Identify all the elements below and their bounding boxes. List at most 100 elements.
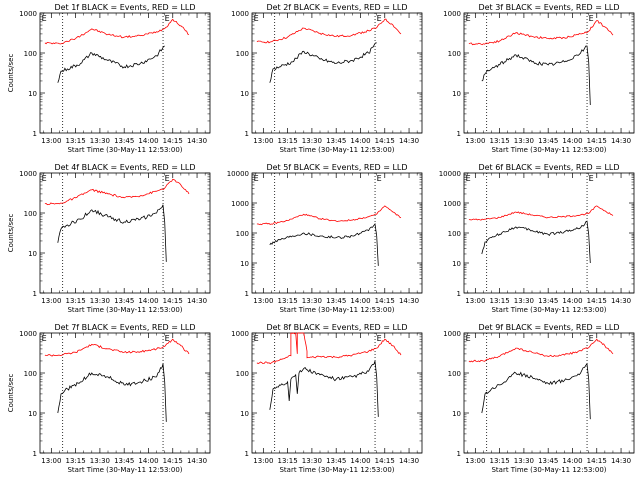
- chart-7-series-red: [44, 338, 190, 357]
- chart-3-ytick-label: 10: [452, 90, 461, 98]
- chart-6-series-red: [468, 205, 614, 221]
- chart-2: Det 2f BLACK = Events, RED = LLD 1 10 100 10…: [231, 3, 423, 154]
- chart-5-xtick-label: 14:15: [375, 297, 395, 305]
- chart-1-marker-label: E: [42, 14, 47, 23]
- chart-7-xtick-label: 14:00: [138, 457, 158, 465]
- chart-2-ytick-label: 100: [236, 50, 249, 58]
- chart-9-ytick-label: 100: [448, 370, 461, 378]
- chart-7-title: Det 7f BLACK = Events, RED = LLD: [54, 323, 195, 332]
- chart-4: Det 4f BLACK = Events, RED = LLD 1 10 100 10…: [7, 163, 211, 314]
- chart-4-series-red: [44, 178, 190, 206]
- chart-6: Det 6f BLACK = Events, RED = LLD 1 10 100 10…: [439, 163, 635, 314]
- chart-5: Det 5f BLACK = Events, RED = LLD 1 10 100 10…: [227, 163, 423, 314]
- chart-3-xtick-label: 13:30: [514, 137, 534, 145]
- chart-9-xtick-label: 14:30: [611, 457, 631, 465]
- chart-2-ytick-label: 1000: [231, 10, 249, 18]
- chart-9-ytick-label: 1000: [443, 330, 461, 338]
- chart-6-frame: [463, 172, 635, 294]
- chart-1-xtick-label: 13:45: [114, 137, 134, 145]
- chart-3-xtick-label: 14:00: [562, 137, 582, 145]
- chart-4-xtick-label: 13:00: [41, 297, 61, 305]
- chart-6-xtick-label: 14:15: [587, 297, 607, 305]
- chart-7-xtick-label: 13:45: [114, 457, 134, 465]
- chart-8-xtick-label: 13:15: [278, 457, 298, 465]
- chart-7-ytick-label: 100: [24, 370, 37, 378]
- chart-2-series-red: [256, 18, 402, 44]
- chart-1: Det 1f BLACK = Events, RED = LLD 1 10 100 10…: [7, 3, 211, 154]
- chart-2-title: Det 2f BLACK = Events, RED = LLD: [266, 3, 407, 12]
- chart-4-frame: [39, 172, 211, 294]
- chart-9-xtick-label: 13:45: [538, 457, 558, 465]
- chart-5-ytick-label: 1: [245, 290, 249, 298]
- chart-4-marker-label: E: [42, 174, 47, 183]
- chart-5-xtick-label: 13:00: [253, 297, 273, 305]
- chart-8-xtick-label: 13:45: [326, 457, 346, 465]
- chart-6-xtick-label: 13:45: [538, 297, 558, 305]
- chart-4-title: Det 4f BLACK = Events, RED = LLD: [54, 163, 195, 172]
- chart-2-marker-label: E: [254, 14, 259, 23]
- chart-5-marker-label: E: [377, 174, 382, 183]
- chart-8-xtick-label: 14:15: [375, 457, 395, 465]
- chart-7-ytick-label: 1: [33, 450, 37, 458]
- chart-9-frame: [463, 332, 635, 454]
- chart-7-ytick-label: 1000: [19, 330, 37, 338]
- chart-6-xtick-label: 13:30: [514, 297, 534, 305]
- chart-4-xtick-label: 14:00: [138, 297, 158, 305]
- chart-9-ytick-label: 10: [452, 410, 461, 418]
- chart-1-xtick-label: 13:30: [90, 137, 110, 145]
- chart-9-series-black: [481, 362, 591, 420]
- chart-3-xtick-label: 13:00: [465, 137, 485, 145]
- chart-1-series-red: [44, 18, 190, 45]
- chart-7-xtick-label: 14:30: [187, 457, 207, 465]
- chart-4-series-black: [57, 204, 167, 262]
- chart-3-ytick-label: 100: [448, 50, 461, 58]
- chart-2-xtick-label: 13:30: [302, 137, 322, 145]
- chart-6-ytick-label: 10: [452, 260, 461, 268]
- chart-7-series-black: [57, 363, 167, 422]
- chart-1-xtick-label: 13:00: [41, 137, 61, 145]
- chart-5-xtick-label: 14:30: [399, 297, 419, 305]
- chart-5-xtick-label: 14:00: [350, 297, 370, 305]
- chart-7-marker-label: E: [165, 334, 170, 343]
- chart-6-xtick-label: 13:00: [465, 297, 485, 305]
- chart-7-xtick-label: 13:00: [41, 457, 61, 465]
- chart-4-xtick-label: 14:15: [163, 297, 183, 305]
- chart-2-xtick-label: 14:30: [399, 137, 419, 145]
- chart-8-marker-label: E: [377, 334, 382, 343]
- chart-6-xtick-label: 14:30: [611, 297, 631, 305]
- chart-5-ytick-label: 100: [236, 230, 249, 238]
- chart-8-frame: [251, 332, 423, 454]
- chart-2-xtick-label: 13:00: [253, 137, 273, 145]
- chart-4-ytick-label: 1000: [19, 170, 37, 178]
- chart-3-series-red: [468, 20, 614, 46]
- chart-8-ytick-label: 100: [236, 370, 249, 378]
- chart-9-xtick-label: 13:15: [490, 457, 510, 465]
- chart-7-marker-label: E: [42, 334, 47, 343]
- chart-7-frame: [39, 332, 211, 454]
- chart-8-series-black: [269, 360, 379, 417]
- chart-1-title: Det 1f BLACK = Events, RED = LLD: [54, 3, 195, 12]
- chart-8: Det 8f BLACK = Events, RED = LLD 1 10 100 10…: [231, 323, 423, 474]
- chart-2-frame: [251, 12, 423, 134]
- chart-9-xtick-label: 13:00: [465, 457, 485, 465]
- chart-3-frame: [463, 12, 635, 134]
- chart-1-ylabel: Counts/sec: [7, 54, 15, 93]
- chart-6-ytick-label: 1000: [443, 200, 461, 208]
- chart-5-xlabel: Start Time (30-May-11 12:53:00): [279, 306, 394, 314]
- chart-4-ylabel: Counts/sec: [7, 214, 15, 253]
- chart-8-xtick-label: 13:30: [302, 457, 322, 465]
- chart-5-xtick-label: 13:30: [302, 297, 322, 305]
- chart-5-series-black: [269, 223, 379, 266]
- chart-2-xtick-label: 14:00: [350, 137, 370, 145]
- chart-2-xtick-label: 13:45: [326, 137, 346, 145]
- chart-3-title: Det 3f BLACK = Events, RED = LLD: [478, 3, 619, 12]
- chart-6-marker-label: E: [466, 174, 471, 183]
- chart-5-xtick-label: 13:15: [278, 297, 298, 305]
- chart-6-xlabel: Start Time (30-May-11 12:53:00): [491, 306, 606, 314]
- chart-9: Det 9f BLACK = Events, RED = LLD 1 10 100 10…: [443, 323, 635, 474]
- chart-9-title: Det 9f BLACK = Events, RED = LLD: [478, 323, 619, 332]
- chart-1-xtick-label: 14:00: [138, 137, 158, 145]
- chart-6-xtick-label: 13:15: [490, 297, 510, 305]
- chart-7-xtick-label: 14:15: [163, 457, 183, 465]
